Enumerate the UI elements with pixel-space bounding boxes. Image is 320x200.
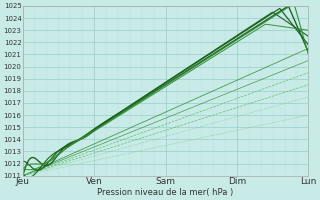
X-axis label: Pression niveau de la mer( hPa ): Pression niveau de la mer( hPa ) (98, 188, 234, 197)
